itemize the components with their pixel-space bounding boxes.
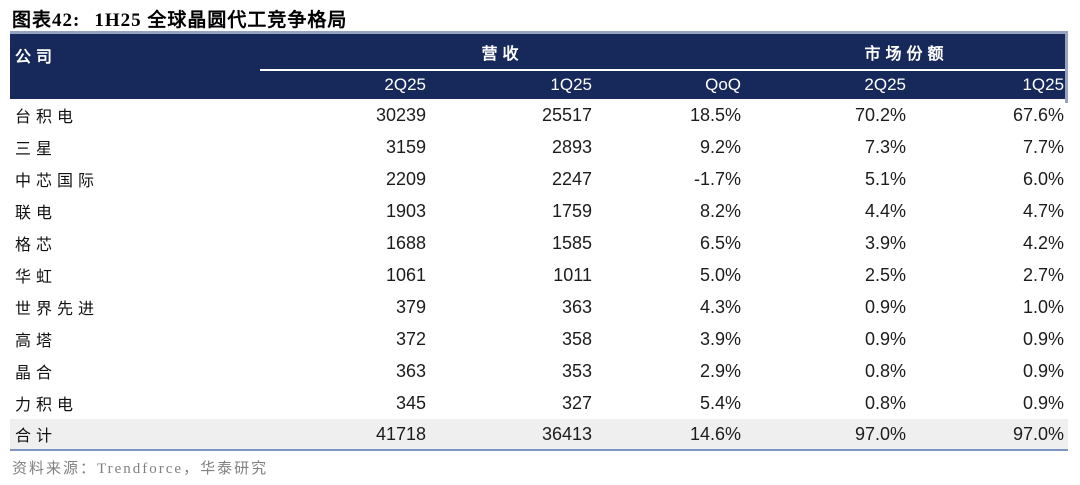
table-row: 华虹 1061 1011 5.0% 2.5% 2.7% [10,259,1068,291]
foundry-table-container: 公司 营收 市场份额 2Q25 1Q25 QoQ 2Q25 1Q25 台积电 3… [10,31,1069,451]
value-cell: 3.9% [864,232,907,253]
value-cell: 7.7% [1023,136,1065,157]
value-cell: 4.3% [699,296,742,317]
company-cell: 世界先进 [15,301,100,318]
value-cell: 2.7% [1023,264,1065,285]
value-cell: 9.2% [699,136,742,157]
figure-title-text: 1H25 全球晶圆代工竞争格局 [94,10,348,31]
value-cell: 327 [561,392,592,413]
value-cell: 1903 [385,200,426,221]
value-cell: 2.5% [864,264,907,285]
company-cell: 联电 [15,205,58,222]
value-cell: 3159 [385,136,426,157]
table-row: 中芯国际 2209 2247 -1.7% 5.1% 6.0% [10,163,1068,195]
table-row: 力积电 345 327 5.4% 0.8% 0.9% [10,387,1068,419]
header-highlight-edge [1065,31,1068,103]
table-row: 台积电 30239 25517 18.5% 70.2% 67.6% [10,99,1068,131]
table-body: 台积电 30239 25517 18.5% 70.2% 67.6% 三星 315… [10,99,1069,451]
column-group-market-share: 市场份额 [745,34,1069,71]
company-cell: 台积电 [15,109,79,126]
value-cell: 2209 [385,168,426,189]
column-header-share-1q25: 1Q25 [910,70,1069,99]
company-cell: 合计 [10,419,260,451]
value-cell: 1061 [385,264,426,285]
column-header-share-2q25: 2Q25 [745,70,911,99]
foundry-table: 公司 营收 市场份额 2Q25 1Q25 QoQ 2Q25 1Q25 台积电 3… [10,34,1069,451]
value-cell: 25517 [541,104,592,125]
table-row: 高塔 372 358 3.9% 0.9% 0.9% [10,323,1068,355]
table-row: 晶合 363 353 2.9% 0.8% 0.9% [10,355,1068,387]
value-cell: 36413 [430,419,596,451]
column-header-qoq: QoQ [596,70,746,99]
value-cell: 70.2% [854,104,907,125]
value-cell: 97.0% [910,419,1069,451]
company-cell: 晶合 [15,365,58,382]
value-cell: 0.9% [1023,392,1065,413]
value-cell: 4.4% [864,200,907,221]
table-row: 格芯 1688 1585 6.5% 3.9% 4.2% [10,227,1068,259]
value-cell: 6.5% [699,232,742,253]
figure-title: 图表42: 1H25 全球晶圆代工竞争格局 [12,5,347,32]
value-cell: 0.9% [1023,360,1065,381]
value-cell: 345 [395,392,426,413]
table-row: 世界先进 379 363 4.3% 0.9% 1.0% [10,291,1068,323]
value-cell: 0.9% [864,328,907,349]
company-cell: 华虹 [15,269,58,286]
value-cell: 5.0% [699,264,742,285]
column-header-company: 公司 [10,34,260,99]
column-group-revenue: 营收 [260,34,746,71]
group-header-row: 公司 营收 市场份额 [10,34,1069,99]
sub-header-row: 2Q25 1Q25 QoQ 2Q25 1Q25 [10,70,1069,99]
value-cell: -1.7% [693,168,742,189]
table-row: 三星 3159 2893 9.2% 7.3% 7.7% [10,131,1068,163]
value-cell: 0.8% [864,360,907,381]
source-note: 资料来源：Trendforce，华泰研究 [12,461,269,477]
value-cell: 41718 [260,419,430,451]
company-cell: 格芯 [15,237,58,254]
value-cell: 363 [561,296,592,317]
value-cell: 363 [395,360,426,381]
value-cell: 0.9% [864,296,907,317]
value-cell: 97.0% [745,419,911,451]
value-cell: 30239 [375,104,426,125]
value-cell: 6.0% [1023,168,1065,189]
value-cell: 353 [561,360,592,381]
value-cell: 2.9% [699,360,742,381]
value-cell: 379 [395,296,426,317]
value-cell: 5.1% [864,168,907,189]
value-cell: 3.9% [699,328,742,349]
column-header-rev-2q25: 2Q25 [260,70,430,99]
value-cell: 18.5% [689,104,742,125]
value-cell: 372 [395,328,426,349]
value-cell: 1759 [551,200,592,221]
value-cell: 1011 [553,264,592,285]
table-row: 联电 1903 1759 8.2% 4.4% 4.7% [10,195,1068,227]
value-cell: 4.2% [1023,232,1065,253]
value-cell: 2893 [551,136,592,157]
value-cell: 358 [561,328,592,349]
company-cell: 三星 [15,141,58,158]
value-cell: 0.9% [1023,328,1065,349]
value-cell: 4.7% [1023,200,1065,221]
value-cell: 5.4% [699,392,742,413]
company-cell: 中芯国际 [15,173,100,190]
value-cell: 1.0% [1023,296,1065,317]
table-header: 公司 营收 市场份额 2Q25 1Q25 QoQ 2Q25 1Q25 [10,34,1069,99]
value-cell: 7.3% [864,136,907,157]
column-header-rev-1q25: 1Q25 [430,70,596,99]
total-row: 合计 41718 36413 14.6% 97.0% 97.0% [10,419,1069,451]
company-cell: 高塔 [15,333,58,350]
value-cell: 8.2% [699,200,742,221]
company-cell: 力积电 [15,397,79,414]
value-cell: 1585 [551,232,592,253]
figure-number: 图表42: [12,10,81,31]
value-cell: 67.6% [1012,104,1065,125]
value-cell: 1688 [385,232,426,253]
value-cell: 2247 [551,168,592,189]
value-cell: 14.6% [596,419,746,451]
value-cell: 0.8% [864,392,907,413]
